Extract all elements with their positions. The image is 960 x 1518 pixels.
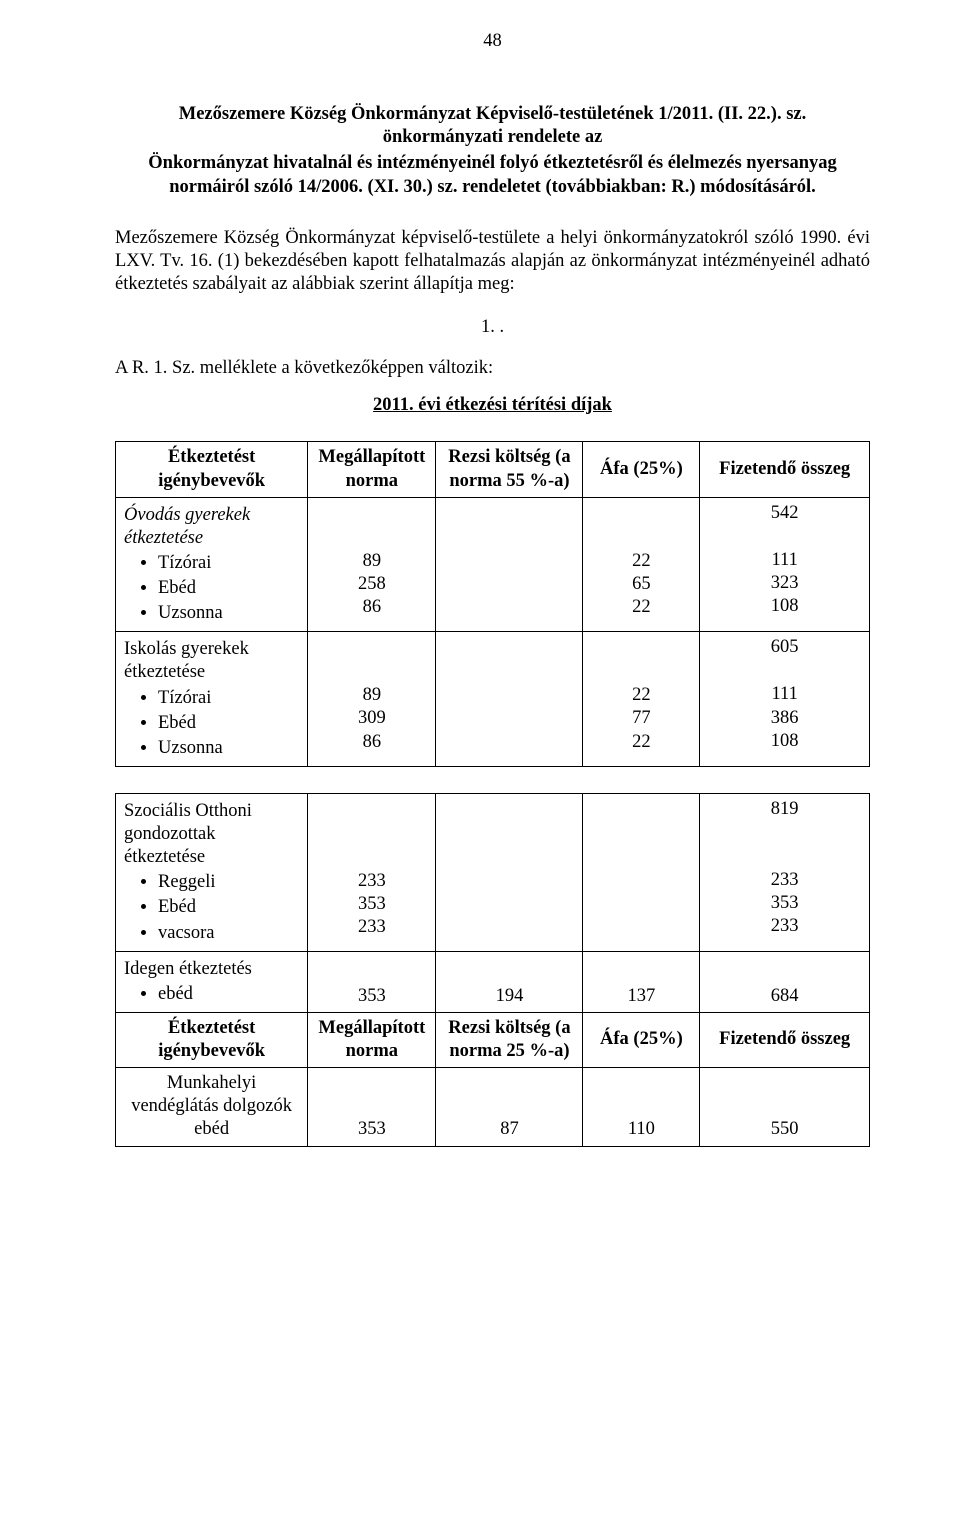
list-item: Ebéd [158,577,299,600]
amendment-paragraph: A R. 1. Sz. melléklete a következőképpen… [115,357,870,380]
row-munkahelyi: Munkahelyi vendéglátás dolgozók ebéd 353… [116,1068,870,1146]
col2-overhead-25: Rezsi költség (a norma 25 %-a) [436,1012,583,1067]
ovodas-norm: 89 258 86 [308,497,436,632]
col2-payable: Fizetendő összeg [700,1012,870,1067]
row-idegen: Idegen étkeztetés ebéd 353 194 137 684 [116,951,870,1012]
col2-vat: Áfa (25%) [583,1012,700,1067]
szoc-overhead [436,793,583,951]
list-item: Reggeli [158,871,299,894]
document-page: 48 Mezőszemere Község Önkormányzat Képvi… [0,0,960,1518]
list-item: vacsora [158,922,299,945]
munka-vat: 110 [583,1068,700,1146]
ovodas-items: Tízórai Ebéd Uzsonna [124,552,299,625]
row-ovodas: Óvodás gyerekek étkeztetése Tízórai Ebéd… [116,497,870,632]
table-header-row-2: Étkeztetést igénybevevők Megállapított n… [116,1012,870,1067]
page-number: 48 [115,30,870,53]
list-item: Ebéd [158,896,299,919]
iskolas-norm: 89 309 86 [308,632,436,767]
idegen-label-cell: Idegen étkeztetés ebéd [116,951,308,1012]
fees-table-1: Étkeztetést igénybevevők Megállapított n… [115,441,870,767]
col2-consumers: Étkeztetést igénybevevők [116,1012,308,1067]
ovodas-title: Óvodás gyerekek étkeztetése [124,504,299,550]
idegen-norm: 353 [308,951,436,1012]
szoc-items: Reggeli Ebéd vacsora [124,871,299,944]
list-item: Tízórai [158,552,299,575]
iskolas-overhead [436,632,583,767]
list-item: Tízórai [158,687,299,710]
idegen-payable: 684 [700,951,870,1012]
fees-subheading: 2011. évi étkezési térítési díjak [115,394,870,417]
idegen-overhead: 194 [436,951,583,1012]
col-payable: Fizetendő összeg [700,442,870,497]
regulation-title-line1: Mezőszemere Község Önkormányzat Képvisel… [145,103,840,149]
list-item: Uzsonna [158,737,299,760]
szoc-title: Szociális Otthoni gondozottak étkeztetés… [124,800,299,869]
idegen-items: ebéd [124,983,299,1006]
munka-item: ebéd [124,1118,299,1141]
section-number: 1. . [115,316,870,339]
iskolas-items: Tízórai Ebéd Uzsonna [124,687,299,760]
ovodas-overhead [436,497,583,632]
munka-overhead: 87 [436,1068,583,1146]
col2-norm: Megállapított norma [308,1012,436,1067]
idegen-title: Idegen étkeztetés [124,958,299,981]
ovodas-label-cell: Óvodás gyerekek étkeztetése Tízórai Ebéd… [116,497,308,632]
fees-table-2: Szociális Otthoni gondozottak étkeztetés… [115,793,870,1147]
list-item: Ebéd [158,712,299,735]
munka-title: Munkahelyi vendéglátás dolgozók [124,1072,299,1118]
row-iskolas: Iskolás gyerekek étkeztetése Tízórai Ebé… [116,632,870,767]
regulation-title-line2: Önkormányzat hivatalnál és intézményeiné… [115,152,870,198]
iskolas-label-cell: Iskolás gyerekek étkeztetése Tízórai Ebé… [116,632,308,767]
szoc-vat [583,793,700,951]
ovodas-vat: 22 65 22 [583,497,700,632]
ovodas-payable: 542 111 323 108 [700,497,870,632]
szoc-payable: 819 233 353 233 [700,793,870,951]
list-item: ebéd [158,983,299,1006]
intro-paragraph: Mezőszemere Község Önkormányzat képvisel… [115,227,870,296]
col-norm: Megállapított norma [308,442,436,497]
szoc-norm: 233 353 233 [308,793,436,951]
iskolas-vat: 22 77 22 [583,632,700,767]
munka-norm: 353 [308,1068,436,1146]
col-overhead-55: Rezsi költség (a norma 55 %-a) [436,442,583,497]
idegen-vat: 137 [583,951,700,1012]
table-header-row: Étkeztetést igénybevevők Megállapított n… [116,442,870,497]
iskolas-title: Iskolás gyerekek étkeztetése [124,638,299,684]
szoc-label-cell: Szociális Otthoni gondozottak étkeztetés… [116,793,308,951]
iskolas-payable: 605 111 386 108 [700,632,870,767]
munka-label-cell: Munkahelyi vendéglátás dolgozók ebéd [116,1068,308,1146]
col-consumers: Étkeztetést igénybevevők [116,442,308,497]
list-item: Uzsonna [158,602,299,625]
col-vat: Áfa (25%) [583,442,700,497]
row-szocialis: Szociális Otthoni gondozottak étkeztetés… [116,793,870,951]
munka-payable: 550 [700,1068,870,1146]
